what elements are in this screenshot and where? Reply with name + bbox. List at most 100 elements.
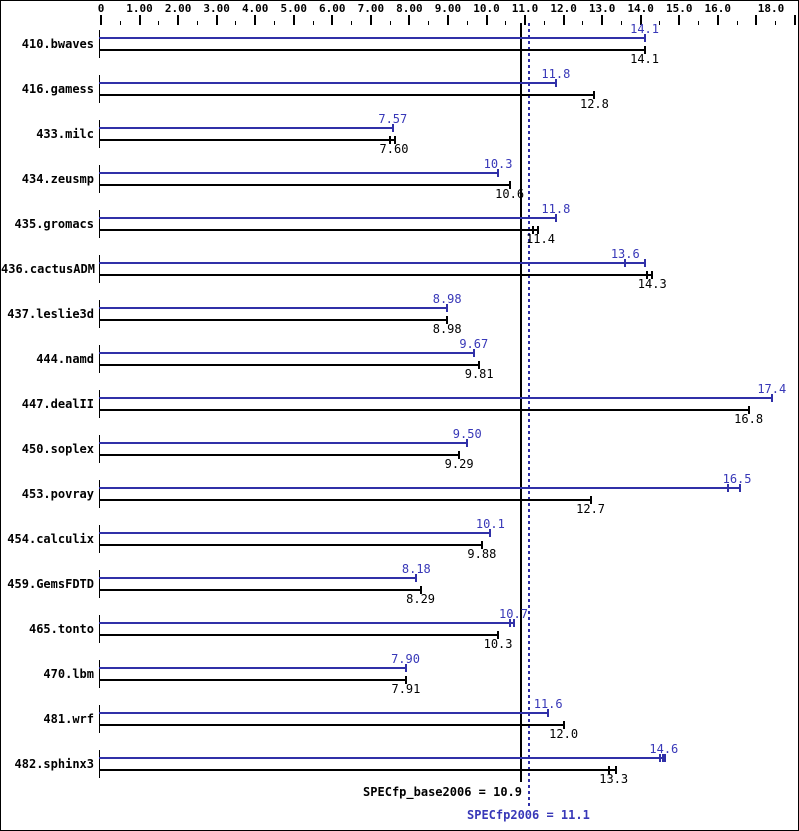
axis-minor-tick [698, 21, 700, 25]
row-axis-baseline [99, 569, 100, 598]
base-run-tick [389, 135, 392, 144]
benchmark-name-label: 459.GemsFDTD [7, 576, 94, 591]
peak-run-tick [661, 753, 664, 762]
base-value-label: 7.91 [391, 681, 421, 696]
axis-tick-label: 8.00 [396, 2, 423, 15]
peak-bar [99, 261, 645, 264]
axis-major-tick [755, 15, 758, 25]
benchmark-name-label: 450.soplex [21, 441, 94, 456]
peak-value-label: 11.8 [541, 201, 571, 216]
peak-bar [99, 441, 468, 444]
axis-major-tick [678, 15, 681, 25]
base-bar [99, 588, 421, 591]
base-bar [99, 273, 653, 276]
axis-major-tick [408, 15, 411, 25]
base-value-label: 8.98 [432, 321, 462, 336]
peak-bar [99, 576, 417, 579]
axis-tick-label: 3.00 [203, 2, 230, 15]
base-run-tick [562, 720, 565, 729]
axis-minor-tick [543, 21, 545, 25]
base-run-tick [646, 270, 649, 279]
axis-minor-tick [775, 21, 777, 25]
row-axis-baseline [99, 254, 100, 283]
benchmark-name-label: 436.cactusADM [1, 261, 95, 276]
axis-tick-label: 5.00 [280, 2, 308, 15]
benchmark-name-label: 481.wrf [43, 711, 94, 726]
base-bar [99, 543, 482, 546]
axis-minor-tick [351, 21, 353, 25]
axis-minor-tick [736, 21, 738, 25]
row-axis-baseline [99, 614, 100, 643]
benchmark-name-label: 433.milc [36, 126, 94, 141]
base-mean-line [520, 23, 523, 782]
peak-bar [99, 531, 491, 534]
benchmark-name-label: 435.gromacs [14, 216, 94, 231]
base-run-tick [404, 675, 407, 684]
row-axis-baseline [99, 344, 100, 373]
axis-major-tick [639, 15, 642, 25]
peak-value-label: 16.5 [722, 471, 752, 486]
benchmark-name-label: 453.povray [21, 486, 94, 501]
benchmark-name-label: 410.bwaves [21, 36, 94, 51]
peak-run-tick [624, 258, 627, 267]
axis-minor-tick [196, 21, 198, 25]
base-run-tick [643, 45, 646, 54]
row-axis-baseline [99, 704, 100, 733]
axis-major-tick [254, 15, 257, 25]
axis-major-tick [215, 15, 218, 25]
base-bar [99, 633, 499, 636]
axis-major-tick [446, 15, 449, 25]
peak-run-tick [727, 483, 730, 492]
peak-value-label: 13.6 [610, 246, 640, 261]
peak-bar [99, 756, 665, 759]
peak-run-tick [472, 348, 475, 357]
base-bar [99, 453, 460, 456]
row-axis-baseline [99, 479, 100, 508]
base-run-tick [531, 225, 534, 234]
base-run-tick [458, 450, 461, 459]
axis-minor-tick [582, 21, 584, 25]
benchmark-name-label: 437.leslie3d [7, 306, 94, 321]
base-value-label: 10.6 [495, 186, 525, 201]
base-value-label: 14.3 [637, 276, 667, 291]
base-value-label: 9.81 [464, 366, 494, 381]
base-value-label: 12.8 [579, 96, 609, 111]
peak-bar [99, 216, 556, 219]
base-value-label: 11.4 [526, 231, 555, 246]
peak-bar [99, 126, 393, 129]
row-axis-baseline [99, 209, 100, 238]
base-value-label: 12.0 [549, 726, 579, 741]
base-value-label: 13.3 [599, 771, 629, 786]
axis-tick-label: 7.00 [357, 2, 385, 15]
benchmark-name-label: 444.namd [36, 351, 94, 366]
base-value-label: 9.88 [467, 546, 497, 561]
axis-tick-label: 16.0 [704, 2, 732, 15]
peak-run-tick [554, 213, 557, 222]
peak-run-tick [497, 168, 500, 177]
axis-major-tick [485, 15, 488, 25]
benchmark-name-label: 465.tonto [28, 621, 94, 636]
axis-major-tick [793, 15, 796, 25]
base-bar [99, 48, 645, 51]
axis-minor-tick [235, 21, 237, 25]
axis-minor-tick [119, 21, 121, 25]
peak-value-label: 14.1 [630, 21, 659, 36]
base-run-tick [480, 540, 483, 549]
base-value-label: 12.7 [576, 501, 606, 516]
peak-run-tick [663, 753, 666, 762]
row-axis-baseline [99, 29, 100, 58]
base-bar [99, 678, 406, 681]
axis-tick-label: 13.0 [588, 2, 616, 15]
axis-major-tick [524, 15, 527, 25]
peak-value-label: 8.18 [401, 561, 431, 576]
base-run-tick [589, 495, 592, 504]
row-axis-baseline [99, 299, 100, 328]
axis-minor-tick [620, 21, 622, 25]
peak-run-tick [513, 618, 516, 627]
base-run-tick [419, 585, 422, 594]
peak-run-tick [509, 618, 512, 627]
base-bar [99, 318, 448, 321]
axis-tick-label: 2.00 [164, 2, 192, 15]
row-axis-baseline [99, 119, 100, 148]
